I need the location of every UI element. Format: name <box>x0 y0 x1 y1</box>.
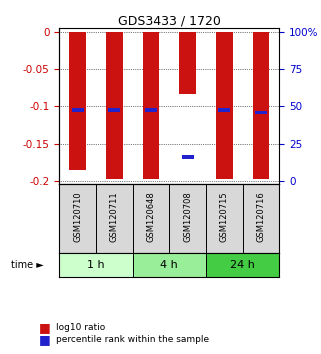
Text: 1 h: 1 h <box>87 260 105 270</box>
Text: 24 h: 24 h <box>230 260 255 270</box>
Bar <box>145 108 157 112</box>
Bar <box>218 108 230 112</box>
Text: time ►: time ► <box>11 260 44 270</box>
Text: GSM120711: GSM120711 <box>110 191 119 242</box>
Text: GSM120710: GSM120710 <box>73 191 82 242</box>
Bar <box>72 108 83 112</box>
Text: log10 ratio: log10 ratio <box>56 323 105 332</box>
Bar <box>108 108 120 112</box>
Bar <box>206 253 279 277</box>
Text: 4 h: 4 h <box>160 260 178 270</box>
Bar <box>143 32 159 179</box>
Bar <box>255 111 267 114</box>
Text: GSM120716: GSM120716 <box>256 191 265 242</box>
Bar <box>69 32 86 170</box>
Text: percentile rank within the sample: percentile rank within the sample <box>56 335 209 344</box>
Bar <box>182 155 194 159</box>
Bar <box>216 32 232 179</box>
Text: ■: ■ <box>39 321 50 334</box>
Bar <box>253 32 269 179</box>
Bar <box>59 253 133 277</box>
Bar <box>106 32 123 179</box>
Text: GSM120708: GSM120708 <box>183 191 192 242</box>
Text: ■: ■ <box>39 333 50 346</box>
Title: GDS3433 / 1720: GDS3433 / 1720 <box>118 14 221 27</box>
Bar <box>179 32 196 94</box>
Text: GSM120648: GSM120648 <box>146 191 155 242</box>
Bar <box>133 253 206 277</box>
Text: GSM120715: GSM120715 <box>220 191 229 242</box>
